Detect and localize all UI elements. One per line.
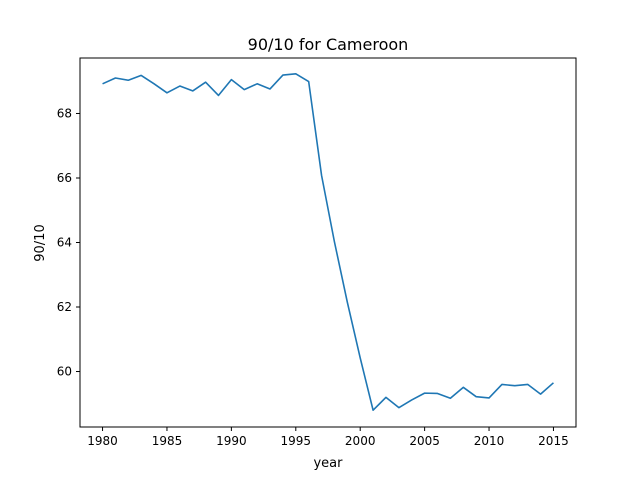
y-tick-label: 66 bbox=[57, 171, 72, 185]
y-axis-label: 90/10 bbox=[33, 224, 48, 261]
y-tick-label: 60 bbox=[57, 365, 72, 379]
y-tick-label: 68 bbox=[57, 106, 72, 120]
x-tick-label: 2000 bbox=[345, 434, 376, 448]
series-line bbox=[102, 73, 554, 412]
x-tick-label: 2015 bbox=[538, 434, 569, 448]
y-tick-label: 62 bbox=[57, 300, 72, 314]
chart-title: 90/10 for Cameroon bbox=[248, 35, 409, 54]
x-tick-label: 2005 bbox=[409, 434, 440, 448]
x-axis-label: year bbox=[313, 456, 343, 471]
y-tick-label: 64 bbox=[57, 236, 72, 250]
x-tick-label: 1990 bbox=[216, 434, 247, 448]
plot-frame bbox=[79, 57, 577, 428]
x-tick-label: 1985 bbox=[152, 434, 183, 448]
x-tick-label: 1980 bbox=[87, 434, 118, 448]
x-tick-label: 1995 bbox=[281, 434, 312, 448]
x-tick-label: 2010 bbox=[474, 434, 505, 448]
